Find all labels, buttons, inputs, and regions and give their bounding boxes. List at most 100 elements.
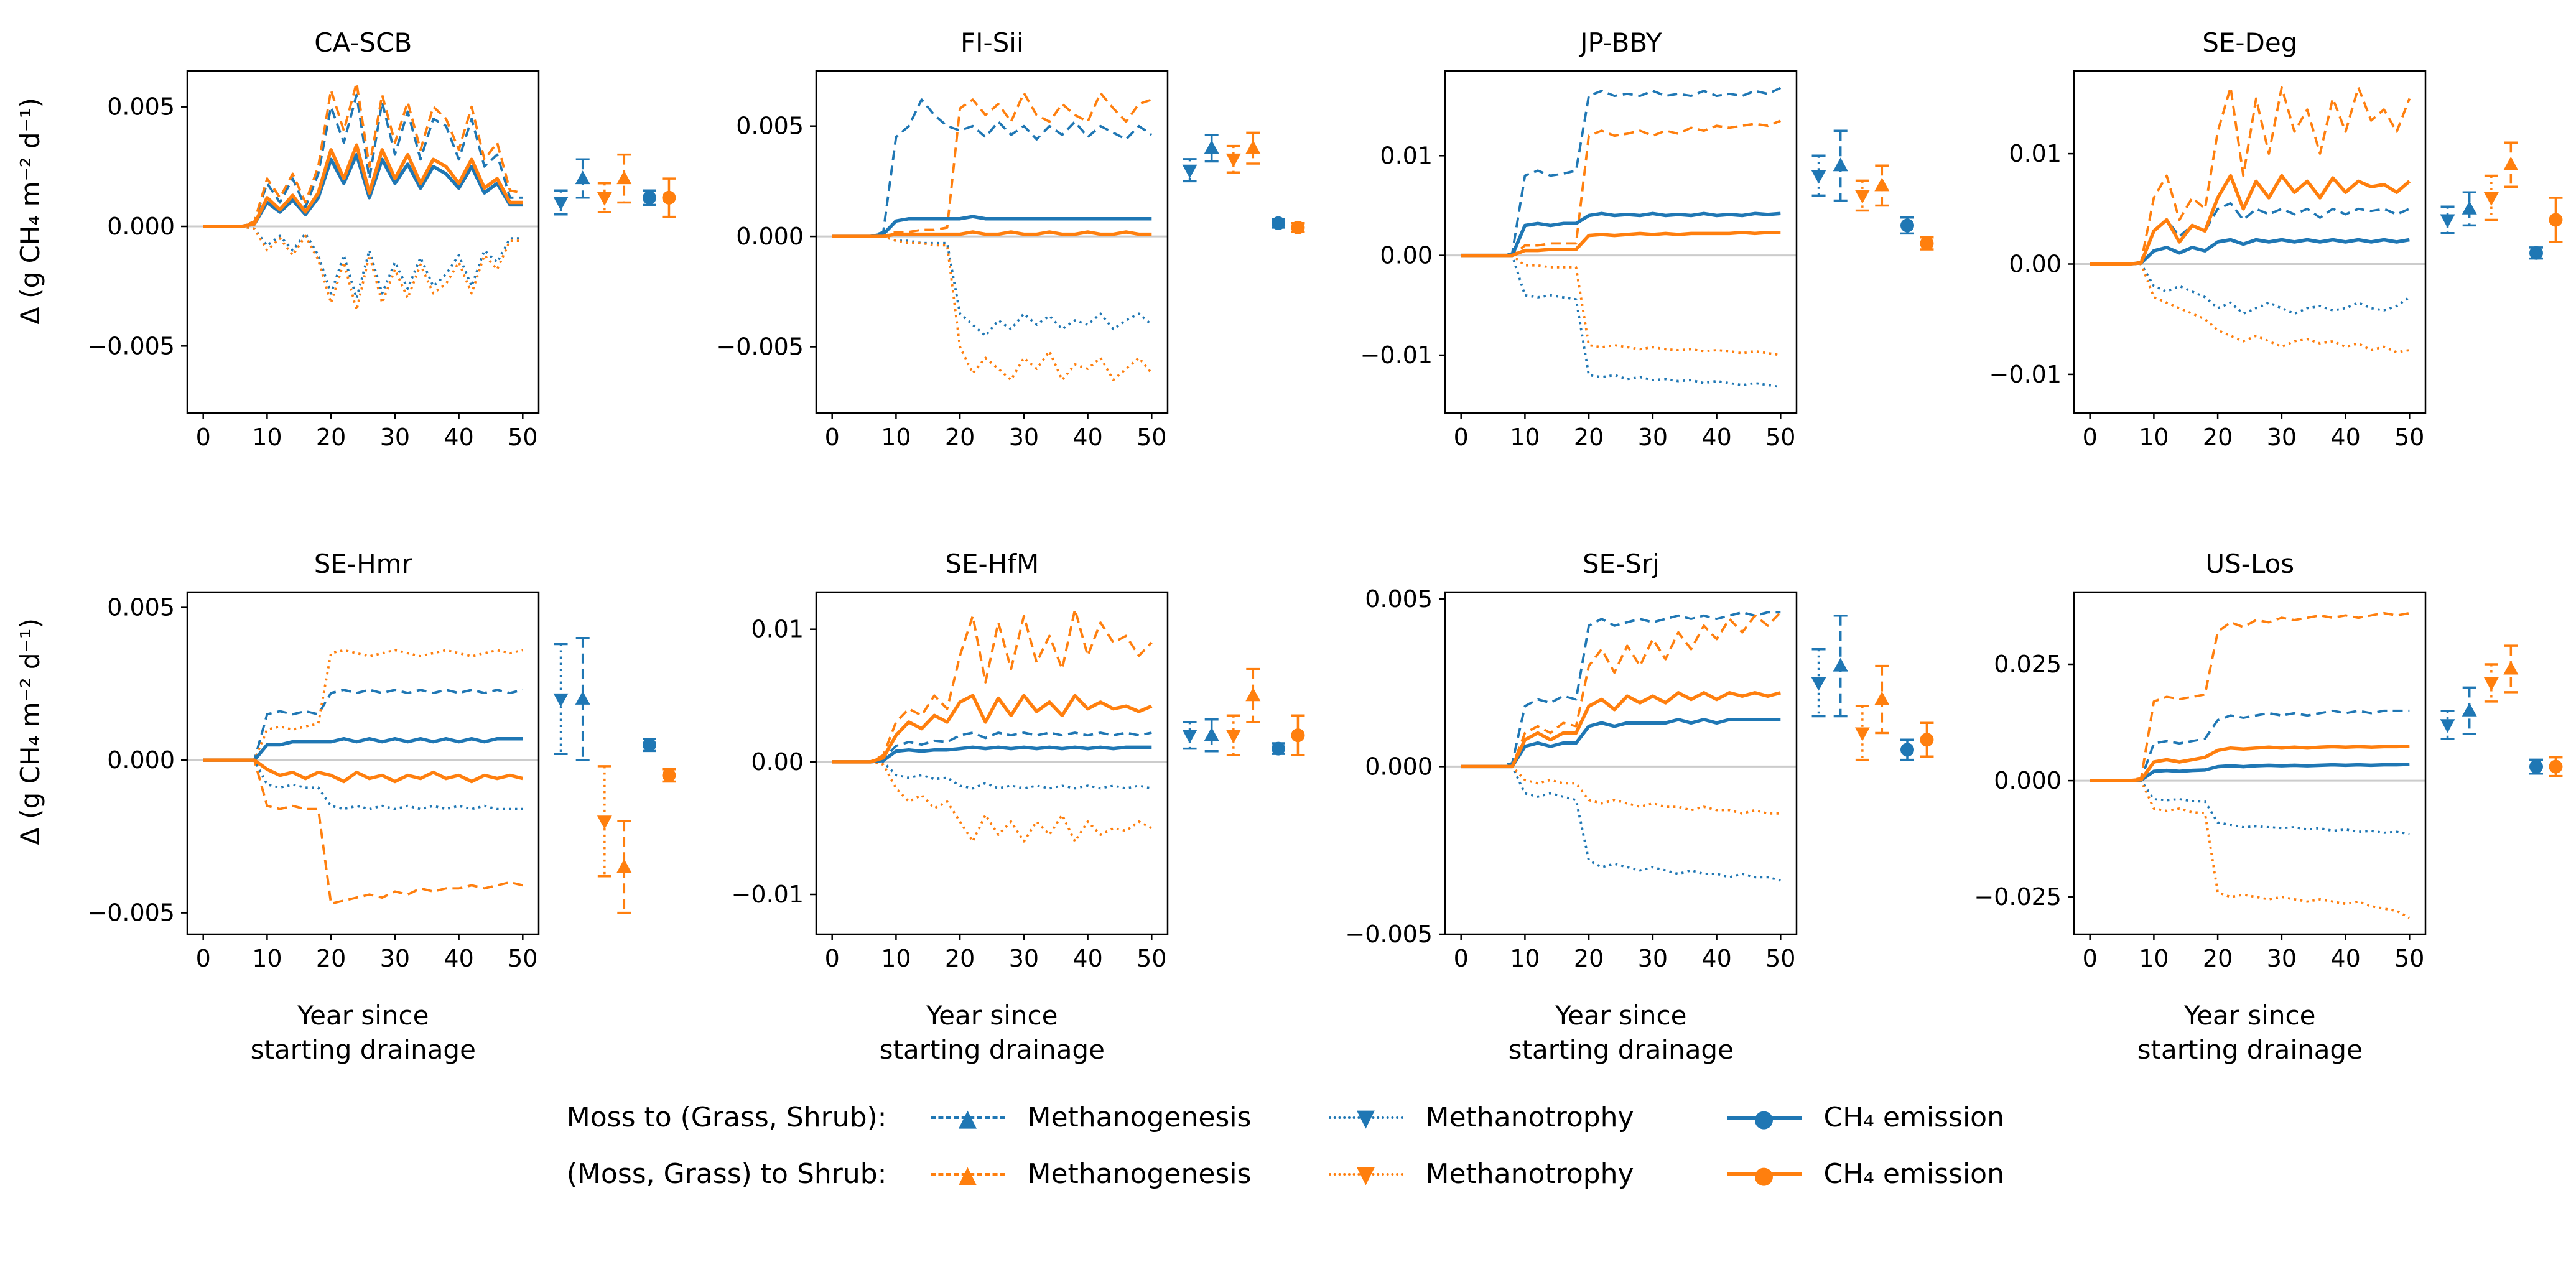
panel-row-1: Δ (g CH₄ m⁻² d⁻¹) CA-SCB 0 10 20 30 40 50 0.00…	[0, 25, 2576, 471]
svg-text:10: 10	[1510, 945, 1540, 972]
circle-icon: ●	[1753, 1104, 1775, 1132]
svg-text:20: 20	[945, 945, 975, 972]
subplot-se-srj: SE-Srj 0 10 20 30 40 50 0.005 0.000 −0.005 Year …	[1318, 546, 1946, 1067]
svg-text:50: 50	[508, 424, 537, 451]
svg-text:0.01: 0.01	[1380, 142, 1433, 169]
legend-row-moss-to-grass-shrub: Moss to (Grass, Shrub): ▲ Methanogenesis…	[0, 1102, 2576, 1133]
subplot-title: SE-Srj	[1582, 549, 1660, 579]
svg-text:30: 30	[1009, 945, 1039, 972]
legend-prefix: Moss to (Grass, Shrub):	[566, 1102, 887, 1134]
subplot-plot-area: 0 10 20 30 40 50 0.01 0.00 −0.01	[732, 591, 1305, 972]
svg-text:50: 50	[2394, 424, 2424, 451]
triangle-up-icon: ▲	[958, 1160, 977, 1188]
x-axis-label: Year since starting drainage	[1508, 1000, 1734, 1065]
svg-text:20: 20	[2203, 424, 2233, 451]
subplot-ca-scb: CA-SCB 0 10 20 30 40 50 0.005 0.000 −0.005	[60, 25, 689, 471]
subplot-plot-area: 0 10 20 30 40 50 0.025 0.000 −0.025	[1974, 591, 2563, 972]
svg-text:−0.005: −0.005	[87, 332, 175, 360]
legend-label: CH₄ emission	[1823, 1158, 2004, 1190]
subplot-se-deg: SE-Deg 0 10 20 30 40 50 0.01 0.00 −0.01	[1946, 25, 2575, 471]
legend: Moss to (Grass, Shrub): ▲ Methanogenesis…	[0, 1102, 2576, 1190]
svg-text:40: 40	[2330, 945, 2360, 972]
svg-text:20: 20	[1574, 424, 1604, 451]
legend-entry-methanotrophy: ▼ Methanotrophy	[1328, 1102, 1727, 1134]
svg-text:0.01: 0.01	[751, 616, 804, 643]
svg-text:−0.01: −0.01	[1360, 341, 1433, 369]
svg-text:0.000: 0.000	[1994, 767, 2062, 794]
subplot-plot-area: 0 10 20 30 40 50 0.005 0.000 −0.005	[87, 591, 676, 972]
svg-text:0.000: 0.000	[1365, 753, 1433, 780]
circle-icon: ●	[1753, 1161, 1775, 1189]
svg-text:0.005: 0.005	[736, 113, 804, 140]
svg-text:0.005: 0.005	[107, 594, 175, 621]
legend-entry-methanogenesis: ▲ Methanogenesis	[930, 1158, 1329, 1190]
svg-text:0: 0	[2083, 945, 2098, 972]
svg-text:0.000: 0.000	[736, 223, 804, 250]
svg-text:0.00: 0.00	[751, 748, 804, 776]
svg-text:50: 50	[1765, 424, 1795, 451]
svg-text:10: 10	[2139, 424, 2169, 451]
svg-text:0: 0	[1454, 424, 1469, 451]
panel-row-2: Δ (g CH₄ m⁻² d⁻¹) SE-Hmr 0 10 20 30 40 50 0.00…	[0, 546, 2576, 1067]
svg-text:40: 40	[444, 424, 473, 451]
subplot-title: SE-Hmr	[314, 549, 412, 579]
legend-entry-methanogenesis: ▲ Methanogenesis	[930, 1102, 1329, 1133]
solid-line-sample: ●	[1726, 1163, 1802, 1187]
svg-text:0.000: 0.000	[107, 746, 175, 774]
svg-text:40: 40	[1072, 424, 1102, 451]
svg-text:0: 0	[196, 424, 211, 451]
svg-text:10: 10	[252, 945, 282, 972]
y-axis-gutter-row2: Δ (g CH₄ m⁻² d⁻¹)	[0, 546, 60, 1067]
svg-text:−0.005: −0.005	[716, 333, 804, 361]
subplot-title: JP-BBY	[1580, 27, 1662, 58]
triangle-down-icon: ▼	[1356, 1160, 1375, 1188]
svg-text:30: 30	[380, 945, 410, 972]
svg-text:0.005: 0.005	[107, 93, 175, 121]
svg-text:0: 0	[2083, 424, 2098, 451]
svg-text:0.00: 0.00	[1380, 242, 1433, 269]
svg-text:0.025: 0.025	[1994, 651, 2062, 678]
legend-label: CH₄ emission	[1823, 1102, 2004, 1134]
dotted-line-sample: ▼	[1328, 1106, 1403, 1130]
legend-label: Methanotrophy	[1425, 1158, 1634, 1190]
svg-text:50: 50	[1137, 945, 1166, 972]
subplot-plot-area: 0 10 20 30 40 50 0.01 0.00 −0.01	[1360, 70, 1934, 451]
y-axis-label: Δ (g CH₄ m⁻² d⁻¹)	[14, 618, 45, 846]
x-axis-label: Year since starting drainage	[250, 1000, 476, 1065]
subplot-title: CA-SCB	[314, 27, 412, 58]
legend-entry-ch4-emission: ● CH₄ emission	[1726, 1102, 2125, 1134]
legend-prefix: (Moss, Grass) to Shrub:	[566, 1158, 887, 1190]
svg-text:10: 10	[881, 945, 911, 972]
svg-text:20: 20	[2203, 945, 2233, 972]
svg-text:40: 40	[2330, 424, 2360, 451]
x-axis-label: Year since starting drainage	[2137, 1000, 2363, 1065]
subplot-jp-bby: JP-BBY 0 10 20 30 40 50 0.01 0.00 −0.01	[1318, 25, 1946, 471]
svg-text:0: 0	[196, 945, 211, 972]
subplot-plot-area: 0 10 20 30 40 50 0.005 0.000 −0.005	[716, 70, 1305, 451]
svg-text:40: 40	[1701, 424, 1731, 451]
solid-line-sample: ●	[1726, 1107, 1802, 1130]
svg-text:0: 0	[825, 424, 840, 451]
svg-text:10: 10	[881, 424, 911, 451]
svg-text:−0.005: −0.005	[87, 899, 175, 927]
legend-row-moss-grass-to-shrub: (Moss, Grass) to Shrub: ▲ Methanogenesis…	[0, 1158, 2576, 1190]
svg-text:20: 20	[1574, 945, 1604, 972]
svg-text:0.000: 0.000	[107, 213, 175, 240]
svg-text:40: 40	[1072, 945, 1102, 972]
svg-text:−0.01: −0.01	[732, 881, 804, 908]
svg-text:30: 30	[380, 424, 410, 451]
subplot-title: SE-Deg	[2202, 27, 2298, 58]
y-axis-label: Δ (g CH₄ m⁻² d⁻¹)	[14, 97, 45, 325]
legend-label: Methanogenesis	[1027, 1158, 1252, 1190]
svg-text:40: 40	[1701, 945, 1731, 972]
svg-text:−0.01: −0.01	[1989, 361, 2062, 388]
triangle-up-icon: ▲	[958, 1103, 977, 1131]
svg-text:50: 50	[1137, 424, 1166, 451]
svg-text:30: 30	[1638, 424, 1668, 451]
subplot-se-hfm: SE-HfM 0 10 20 30 40 50 0.01 0.00 −0.01 Year sin…	[689, 546, 1318, 1067]
dashed-line-sample: ▲	[930, 1106, 1005, 1130]
x-axis-label: Year since starting drainage	[879, 1000, 1105, 1065]
svg-text:0.00: 0.00	[2009, 251, 2062, 278]
legend-label: Methanotrophy	[1425, 1102, 1634, 1134]
